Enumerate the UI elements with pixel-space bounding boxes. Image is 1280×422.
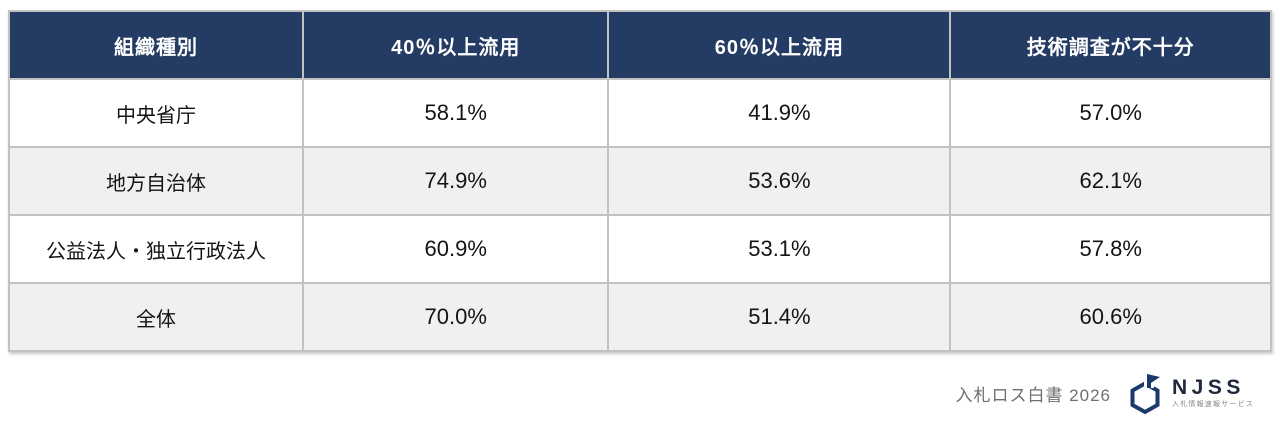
table-cell: 57.0% — [949, 78, 1272, 148]
table-cell: 74.9% — [302, 146, 610, 216]
logo-subtext: 入札情報速報サービス — [1172, 401, 1254, 409]
table-cell: 41.9% — [607, 78, 952, 148]
table-cell: 60.6% — [949, 282, 1272, 352]
column-header-insufficient-tech-survey: 技術調査が不十分 — [949, 10, 1272, 80]
logo-text: NJSS — [1172, 376, 1245, 400]
row-label: 公益法人・独立行政法人 — [7, 214, 305, 284]
table-row-overall: 全体 70.0% 51.4% 60.6% — [7, 282, 1272, 352]
table-row-local-government: 地方自治体 74.9% 53.6% 62.1% — [7, 146, 1272, 216]
hexagon-flag-icon — [1130, 374, 1160, 415]
column-header-60pct-reuse: 60％以上流用 — [607, 10, 952, 80]
table-cell: 60.9% — [302, 214, 610, 284]
table-cell: 58.1% — [302, 78, 610, 148]
table-cell: 53.1% — [607, 214, 952, 284]
data-table: 組織種別 40％以上流用 60％以上流用 技術調査が不十分 中央省庁 58.1%… — [7, 10, 1272, 352]
logo-text-wrap: NJSS 入札情報速報サービス — [1172, 376, 1254, 409]
column-header-organization-type: 組織種別 — [7, 10, 305, 80]
table-header-row: 組織種別 40％以上流用 60％以上流用 技術調査が不十分 — [7, 10, 1272, 80]
row-label: 中央省庁 — [7, 78, 305, 148]
table-cell: 57.8% — [949, 214, 1272, 284]
footer: 入札ロス白書 2026 NJSS 入札情報速報サービス — [955, 371, 1254, 415]
njss-logo: NJSS 入札情報速報サービス — [1127, 371, 1254, 415]
row-label: 全体 — [7, 282, 305, 352]
source-label: 入札ロス白書 2026 — [955, 385, 1111, 405]
table-cell: 70.0% — [302, 282, 610, 352]
table-row-central-government: 中央省庁 58.1% 41.9% 57.0% — [7, 78, 1272, 148]
table-row-public-corporation: 公益法人・独立行政法人 60.9% 53.1% 57.8% — [7, 214, 1272, 284]
table-cell: 62.1% — [949, 146, 1272, 216]
table-cell: 53.6% — [607, 146, 952, 216]
row-label: 地方自治体 — [7, 146, 305, 216]
column-header-40pct-reuse: 40％以上流用 — [302, 10, 610, 80]
table-cell: 51.4% — [607, 282, 952, 352]
